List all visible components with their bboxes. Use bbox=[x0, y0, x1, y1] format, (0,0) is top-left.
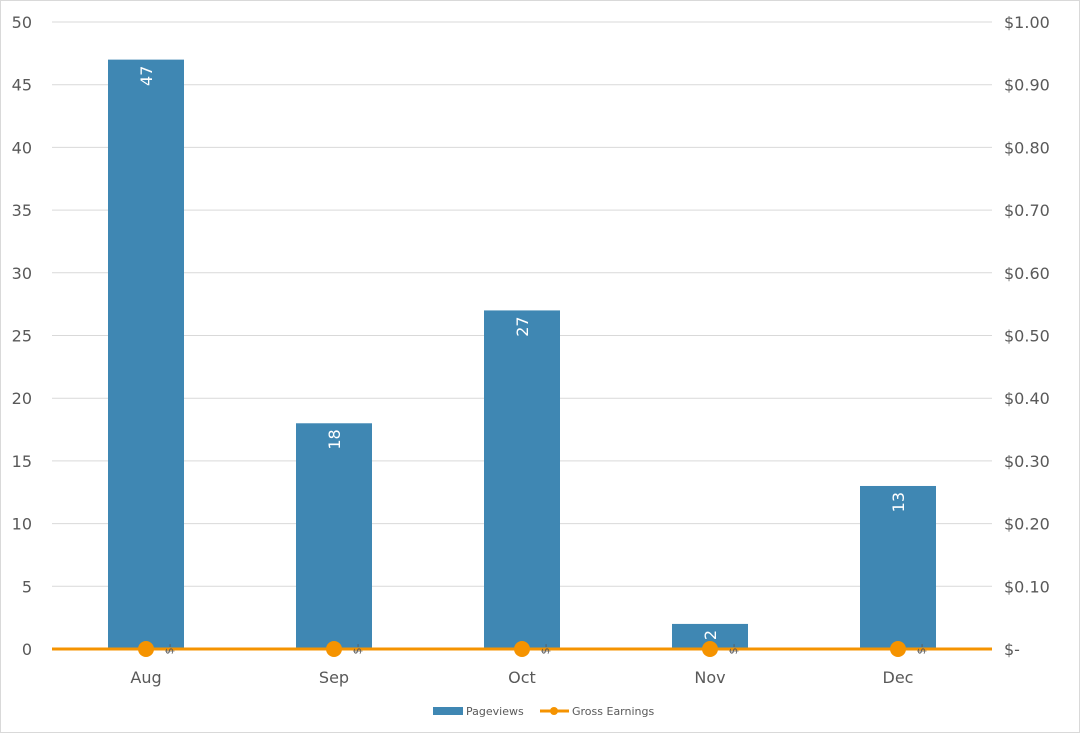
legend-label-gross-earnings: Gross Earnings bbox=[572, 705, 654, 718]
bar-sep bbox=[296, 423, 372, 649]
left-axis-tick-label: 20 bbox=[12, 389, 32, 408]
bar-data-label: 27 bbox=[513, 316, 532, 336]
right-axis-tick-label: $0.50 bbox=[1004, 327, 1050, 346]
right-axis-tick-label: $0.10 bbox=[1004, 577, 1050, 596]
earnings-marker bbox=[702, 641, 718, 657]
right-axis-tick-label: $0.60 bbox=[1004, 264, 1050, 283]
bar-dec bbox=[860, 485, 936, 649]
legend-label-pageviews: Pageviews bbox=[466, 705, 524, 718]
bar-aug bbox=[108, 59, 184, 650]
x-axis-tick-label: Dec bbox=[883, 668, 914, 687]
left-axis-tick-label: 40 bbox=[12, 138, 32, 157]
earnings-marker bbox=[514, 641, 530, 657]
right-axis-tick-label: $0.90 bbox=[1004, 76, 1050, 95]
left-axis-tick-label: 30 bbox=[12, 264, 32, 283]
x-axis-tick-label: Aug bbox=[130, 668, 161, 687]
left-axis-tick-label: 0 bbox=[22, 640, 32, 659]
right-axis-tick-label: $0.20 bbox=[1004, 515, 1050, 534]
right-axis-tick-label: $0.80 bbox=[1004, 138, 1050, 157]
earnings-data-label: $- bbox=[351, 643, 364, 654]
left-axis-tick-label: 15 bbox=[12, 452, 32, 471]
right-axis-tick-label: $- bbox=[1004, 640, 1020, 659]
bar-data-label: 2 bbox=[701, 630, 720, 640]
left-axis-tick-label: 50 bbox=[12, 13, 32, 32]
bar-data-label: 18 bbox=[325, 429, 344, 449]
x-axis-tick-label: Oct bbox=[508, 668, 536, 687]
legend-swatch-pageviews bbox=[433, 707, 463, 715]
bar-data-label: 47 bbox=[137, 66, 156, 86]
bar-data-label: 13 bbox=[889, 492, 908, 512]
left-axis-tick-label: 10 bbox=[12, 515, 32, 534]
right-axis-tick-label: $1.00 bbox=[1004, 13, 1050, 32]
left-axis-tick-label: 25 bbox=[12, 327, 32, 346]
right-axis-tick-label: $0.30 bbox=[1004, 452, 1050, 471]
earnings-data-label: $- bbox=[539, 643, 552, 654]
earnings-data-label: $- bbox=[727, 643, 740, 654]
left-axis-tick-label: 45 bbox=[12, 76, 32, 95]
right-axis-tick-label: $0.70 bbox=[1004, 201, 1050, 220]
bar-oct bbox=[484, 310, 560, 649]
left-axis-tick-label: 5 bbox=[22, 577, 32, 596]
x-axis-tick-label: Sep bbox=[319, 668, 349, 687]
earnings-marker bbox=[138, 641, 154, 657]
x-axis-tick-label: Nov bbox=[694, 668, 725, 687]
left-axis-tick-label: 35 bbox=[12, 201, 32, 220]
legend-marker-gross-earnings bbox=[550, 707, 558, 715]
earnings-data-label: $- bbox=[163, 643, 176, 654]
earnings-marker bbox=[326, 641, 342, 657]
earnings-data-label: $- bbox=[915, 643, 928, 654]
right-axis-tick-label: $0.40 bbox=[1004, 389, 1050, 408]
earnings-marker bbox=[890, 641, 906, 657]
